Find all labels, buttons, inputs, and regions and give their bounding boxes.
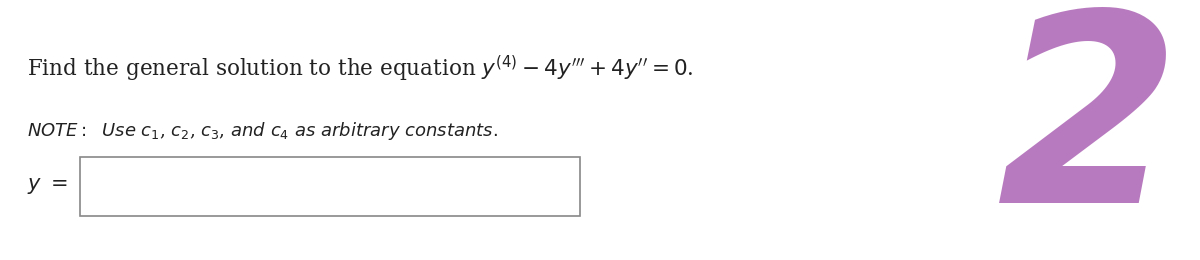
Text: 2: 2	[996, 2, 1181, 258]
Text: $\mathit{NOTE{:}}$  $\mathit{Use}$ $c_1$, $c_2$, $c_3$, $\mathit{and}$ $c_4$ $\m: $\mathit{NOTE{:}}$ $\mathit{Use}$ $c_1$,…	[28, 120, 498, 142]
Text: Find the general solution to the equation $y^{(4)} - 4y''' + 4y'' = 0$.: Find the general solution to the equatio…	[28, 54, 694, 84]
FancyBboxPatch shape	[80, 157, 580, 216]
Text: $y\ =$: $y\ =$	[28, 176, 68, 196]
